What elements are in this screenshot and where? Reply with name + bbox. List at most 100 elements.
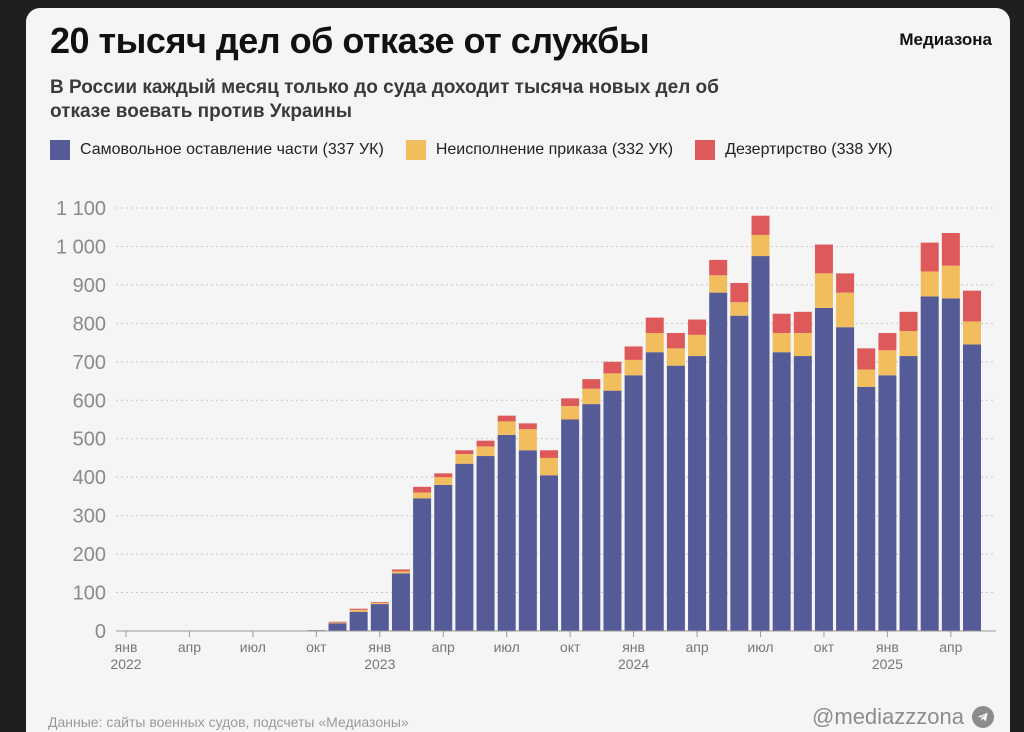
x-tick-label: окт [814,639,835,655]
bar-segment [730,315,749,631]
x-year-label: 2022 [110,656,141,672]
x-tick-label: окт [306,639,327,655]
bar-segment [857,386,876,631]
bar-segment [814,307,833,631]
bar-segment [730,282,749,303]
y-tick-label: 500 [73,429,106,451]
bar-segment [328,623,347,631]
legend-swatch-series2 [695,140,716,160]
bar-segment [391,569,410,572]
y-tick-label: 700 [73,352,106,374]
bar-segment [518,429,537,451]
bar-segment [772,313,791,333]
legend-label-series2: Дезертирство (338 УК) [725,141,893,158]
bar-segment [688,334,707,357]
bar-segment [793,311,812,333]
bar-segment [709,292,728,631]
bar-segment [540,450,558,458]
bar-segment [434,484,453,631]
bar-segment [349,608,368,610]
bar-segment [751,256,770,631]
stacked-bar-chart: 0 100 200 300 400 500 600 700 800 900 1 000 1 100 ян… [56,198,996,672]
legend: Самовольное оставление части (337 УК) Не… [50,140,915,160]
y-tick-label: 0 [95,621,106,643]
x-tick-label: апр [432,639,455,655]
y-tick-label: 400 [73,467,106,489]
bar-segment [328,621,347,623]
y-tick-label: 1 000 [56,236,106,258]
bar-segment [899,311,918,332]
bar-segment [857,348,876,370]
bar-segment [540,475,558,631]
y-tick-label: 900 [73,275,106,297]
bar-segment [836,292,855,328]
brand-logo: Медиазона [899,30,992,49]
bar-segment [497,434,516,631]
bar-segment [413,498,432,631]
bar-segment [561,419,580,631]
x-tick-label: апр [178,639,201,655]
bar-segment [963,344,981,631]
bar-segment [370,602,389,603]
bar-segment [941,265,960,299]
bar-segment [582,379,601,389]
bar-segment [709,275,728,293]
bar-segment [624,375,643,631]
legend-label-series0: Самовольное оставление части (337 УК) [80,141,384,158]
bar-segment [582,388,601,405]
legend-label-series1: Неисполнение приказа (332 УК) [435,141,674,158]
x-year-label: 2024 [618,656,649,672]
bar-segment [857,369,876,387]
bar-segment [349,611,368,631]
bar-segment [370,604,389,631]
x-year-label: 2023 [364,656,395,672]
bar-segment [730,302,749,316]
bar-segment [603,361,622,374]
bar-segment [666,365,685,631]
bar-segment [645,332,664,353]
bar-segment [751,215,770,235]
y-tick-label: 300 [73,506,106,528]
bar-segment [878,375,897,631]
bar-segment [793,332,812,357]
bar-segment [497,421,516,435]
bar-segment [624,346,643,360]
bar-segment [434,477,453,485]
bar-segment [561,398,580,407]
bar-segment [645,317,664,333]
chart-title: 20 тысяч дел об отказе от службы [50,20,650,61]
x-tick-label: янв [876,639,899,655]
bar-segment [518,450,537,631]
bar-segment [455,463,474,631]
legend-item-desertion-unit: Самовольное оставление части (337 УК) [50,140,384,160]
x-tick-label: июл [240,639,266,655]
bar-segment [476,446,495,457]
bar-segment [963,321,981,345]
y-tick-label: 1 100 [56,198,106,220]
bar-segment [645,352,664,631]
y-tick-label: 100 [73,583,106,605]
bar-segment [518,423,537,430]
legend-item-desertion: Дезертирство (338 УК) [695,140,893,160]
y-tick-label: 200 [73,544,106,566]
bar-segment [328,622,347,624]
bar-segment [476,456,495,631]
bar-segment [666,348,685,366]
bar-segment [561,406,580,420]
x-tick-label: янв [622,639,645,655]
bar-segment [899,331,918,357]
chart-card: 20 тысяч дел об отказе от службы Медиазо… [26,8,1010,732]
bar-segment [540,457,558,476]
bar-segment [878,332,897,351]
bar-segment [666,332,685,349]
x-year-label: 2025 [872,656,903,672]
bar-segment [391,571,410,574]
handle-text: @mediazzzona [812,704,964,729]
telegram-handle[interactable]: @mediazzzona [812,704,994,730]
bar-segment [434,473,453,478]
source-note: Данные: сайты военных судов, подсчеты «М… [48,714,409,730]
bar-segment [413,492,432,499]
bar-segment [349,609,368,612]
bar-segment [603,373,622,391]
bar-segment [391,573,410,631]
